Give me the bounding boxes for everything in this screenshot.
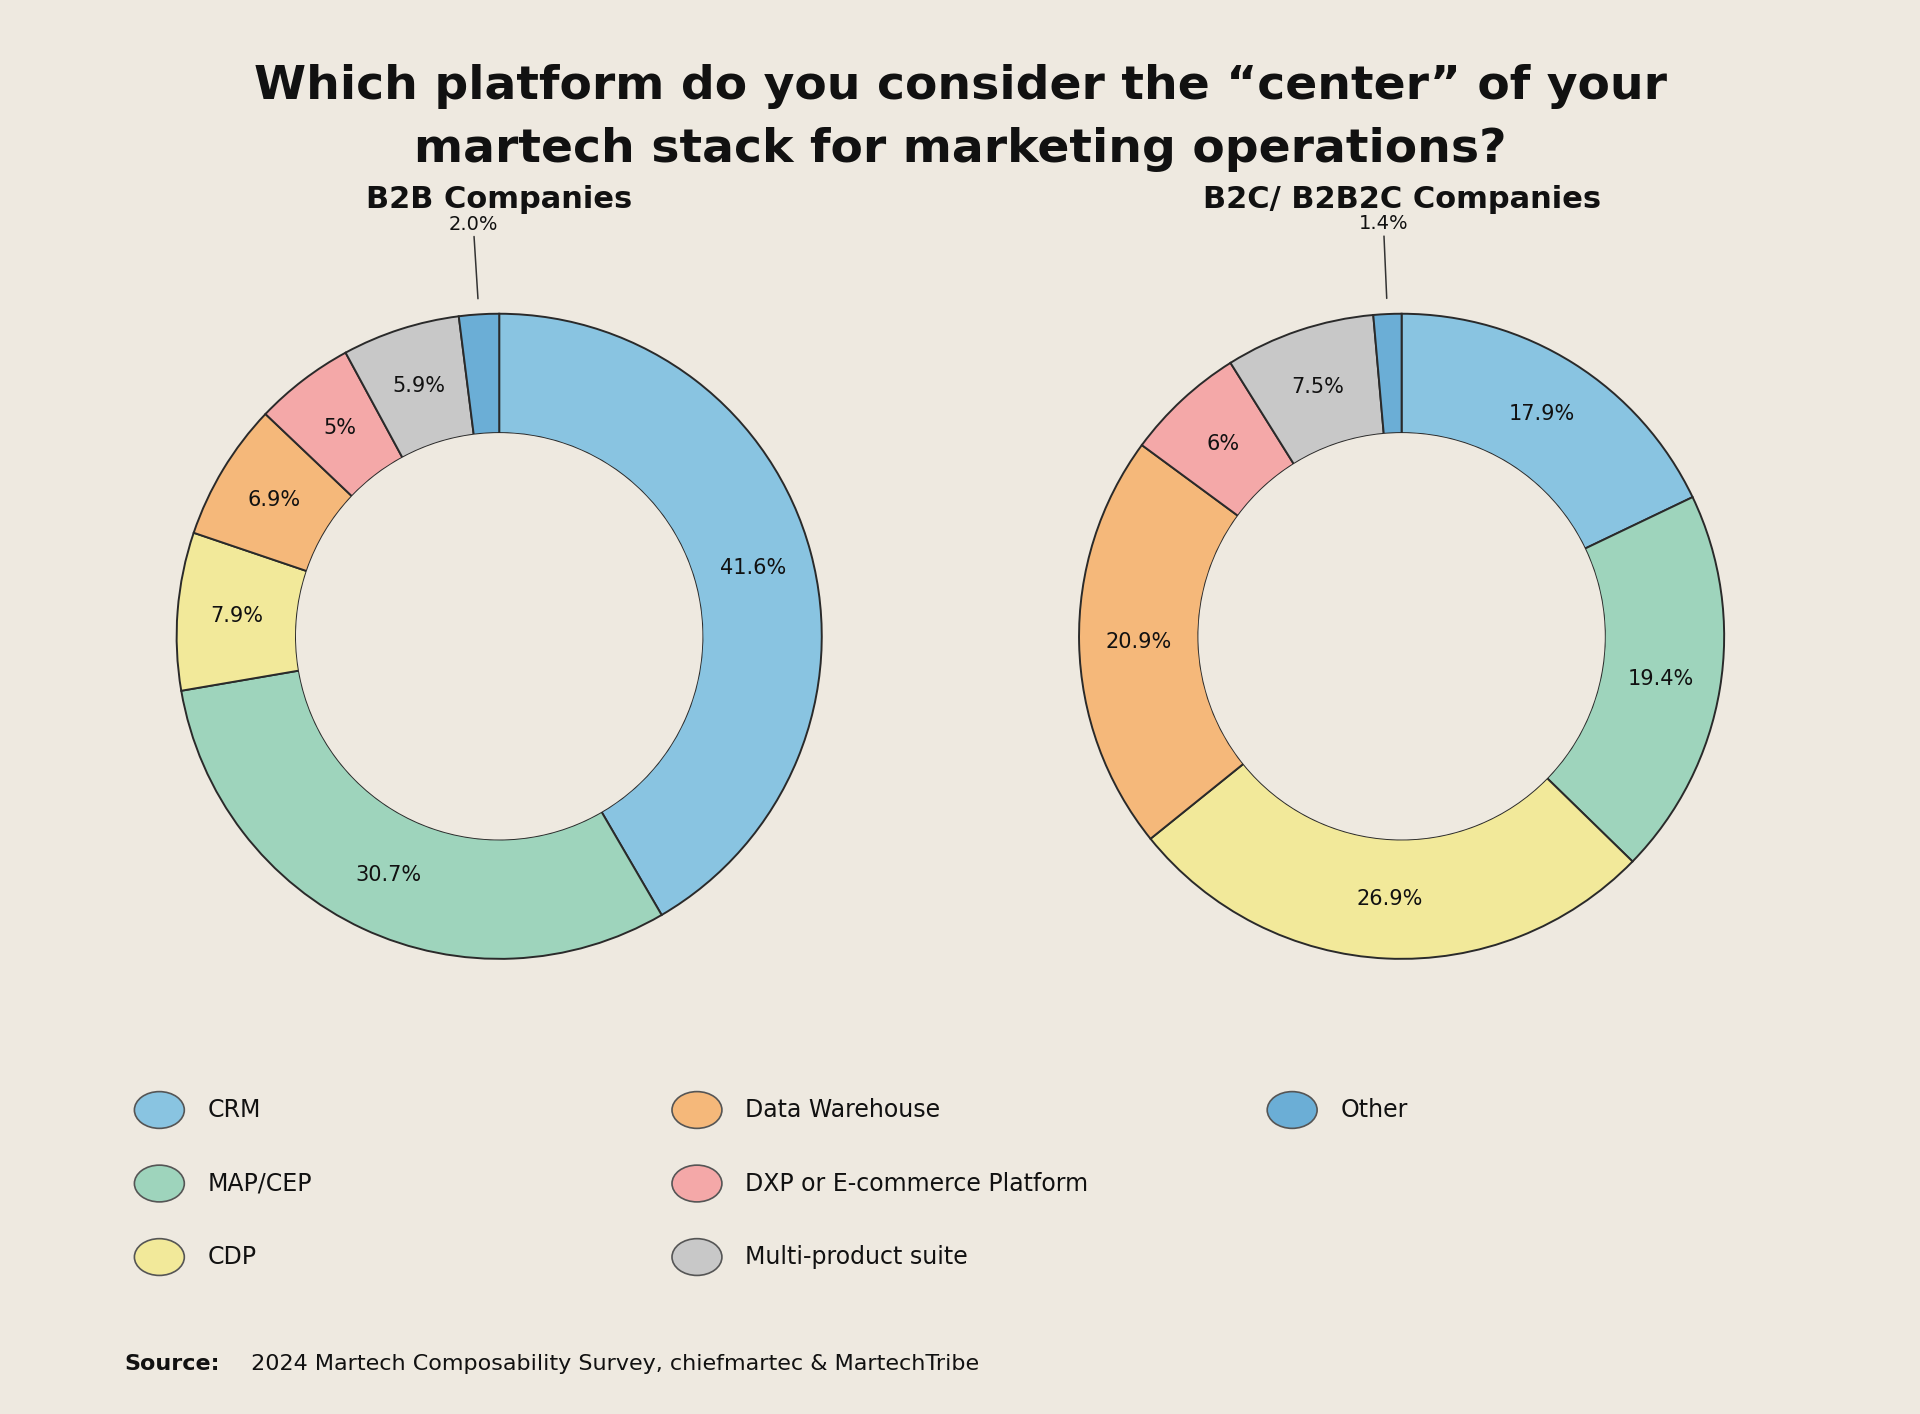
Wedge shape (1231, 315, 1384, 464)
Text: Other: Other (1340, 1099, 1407, 1121)
Wedge shape (177, 533, 307, 691)
Text: 19.4%: 19.4% (1628, 669, 1693, 689)
Text: Multi-product suite: Multi-product suite (745, 1246, 968, 1268)
Wedge shape (1402, 314, 1693, 549)
Wedge shape (1548, 498, 1724, 861)
Circle shape (1198, 433, 1605, 840)
Text: 7.9%: 7.9% (211, 605, 263, 625)
Text: 2.0%: 2.0% (449, 215, 497, 298)
Text: 26.9%: 26.9% (1356, 889, 1423, 909)
Text: 6%: 6% (1206, 434, 1240, 454)
Wedge shape (194, 414, 351, 571)
Wedge shape (459, 314, 499, 434)
Wedge shape (1373, 314, 1402, 434)
Text: 1.4%: 1.4% (1359, 215, 1407, 298)
Wedge shape (265, 352, 403, 496)
Text: 41.6%: 41.6% (720, 557, 785, 578)
Circle shape (296, 433, 703, 840)
Text: martech stack for marketing operations?: martech stack for marketing operations? (413, 127, 1507, 173)
Text: 20.9%: 20.9% (1106, 632, 1171, 652)
Text: Data Warehouse: Data Warehouse (745, 1099, 941, 1121)
Text: 7.5%: 7.5% (1292, 378, 1344, 397)
Wedge shape (1150, 764, 1632, 959)
Wedge shape (499, 314, 822, 915)
Title: B2C/ B2B2C Companies: B2C/ B2B2C Companies (1202, 185, 1601, 214)
Wedge shape (1142, 363, 1294, 516)
Title: B2B Companies: B2B Companies (367, 185, 632, 214)
Text: 6.9%: 6.9% (248, 491, 301, 510)
Text: CDP: CDP (207, 1246, 257, 1268)
Text: 2024 Martech Composability Survey, chiefmartec & MartechTribe: 2024 Martech Composability Survey, chief… (244, 1355, 979, 1374)
Text: CRM: CRM (207, 1099, 261, 1121)
Wedge shape (1079, 445, 1244, 839)
Text: MAP/CEP: MAP/CEP (207, 1172, 311, 1195)
Text: Source:: Source: (125, 1355, 221, 1374)
Text: 5.9%: 5.9% (392, 376, 445, 396)
Wedge shape (346, 317, 474, 458)
Text: 30.7%: 30.7% (355, 864, 420, 885)
Text: 5%: 5% (323, 417, 355, 437)
Wedge shape (180, 670, 662, 959)
Text: 17.9%: 17.9% (1509, 404, 1574, 424)
Text: DXP or E-commerce Platform: DXP or E-commerce Platform (745, 1172, 1089, 1195)
Text: Which platform do you consider the “center” of your: Which platform do you consider the “cent… (253, 64, 1667, 109)
